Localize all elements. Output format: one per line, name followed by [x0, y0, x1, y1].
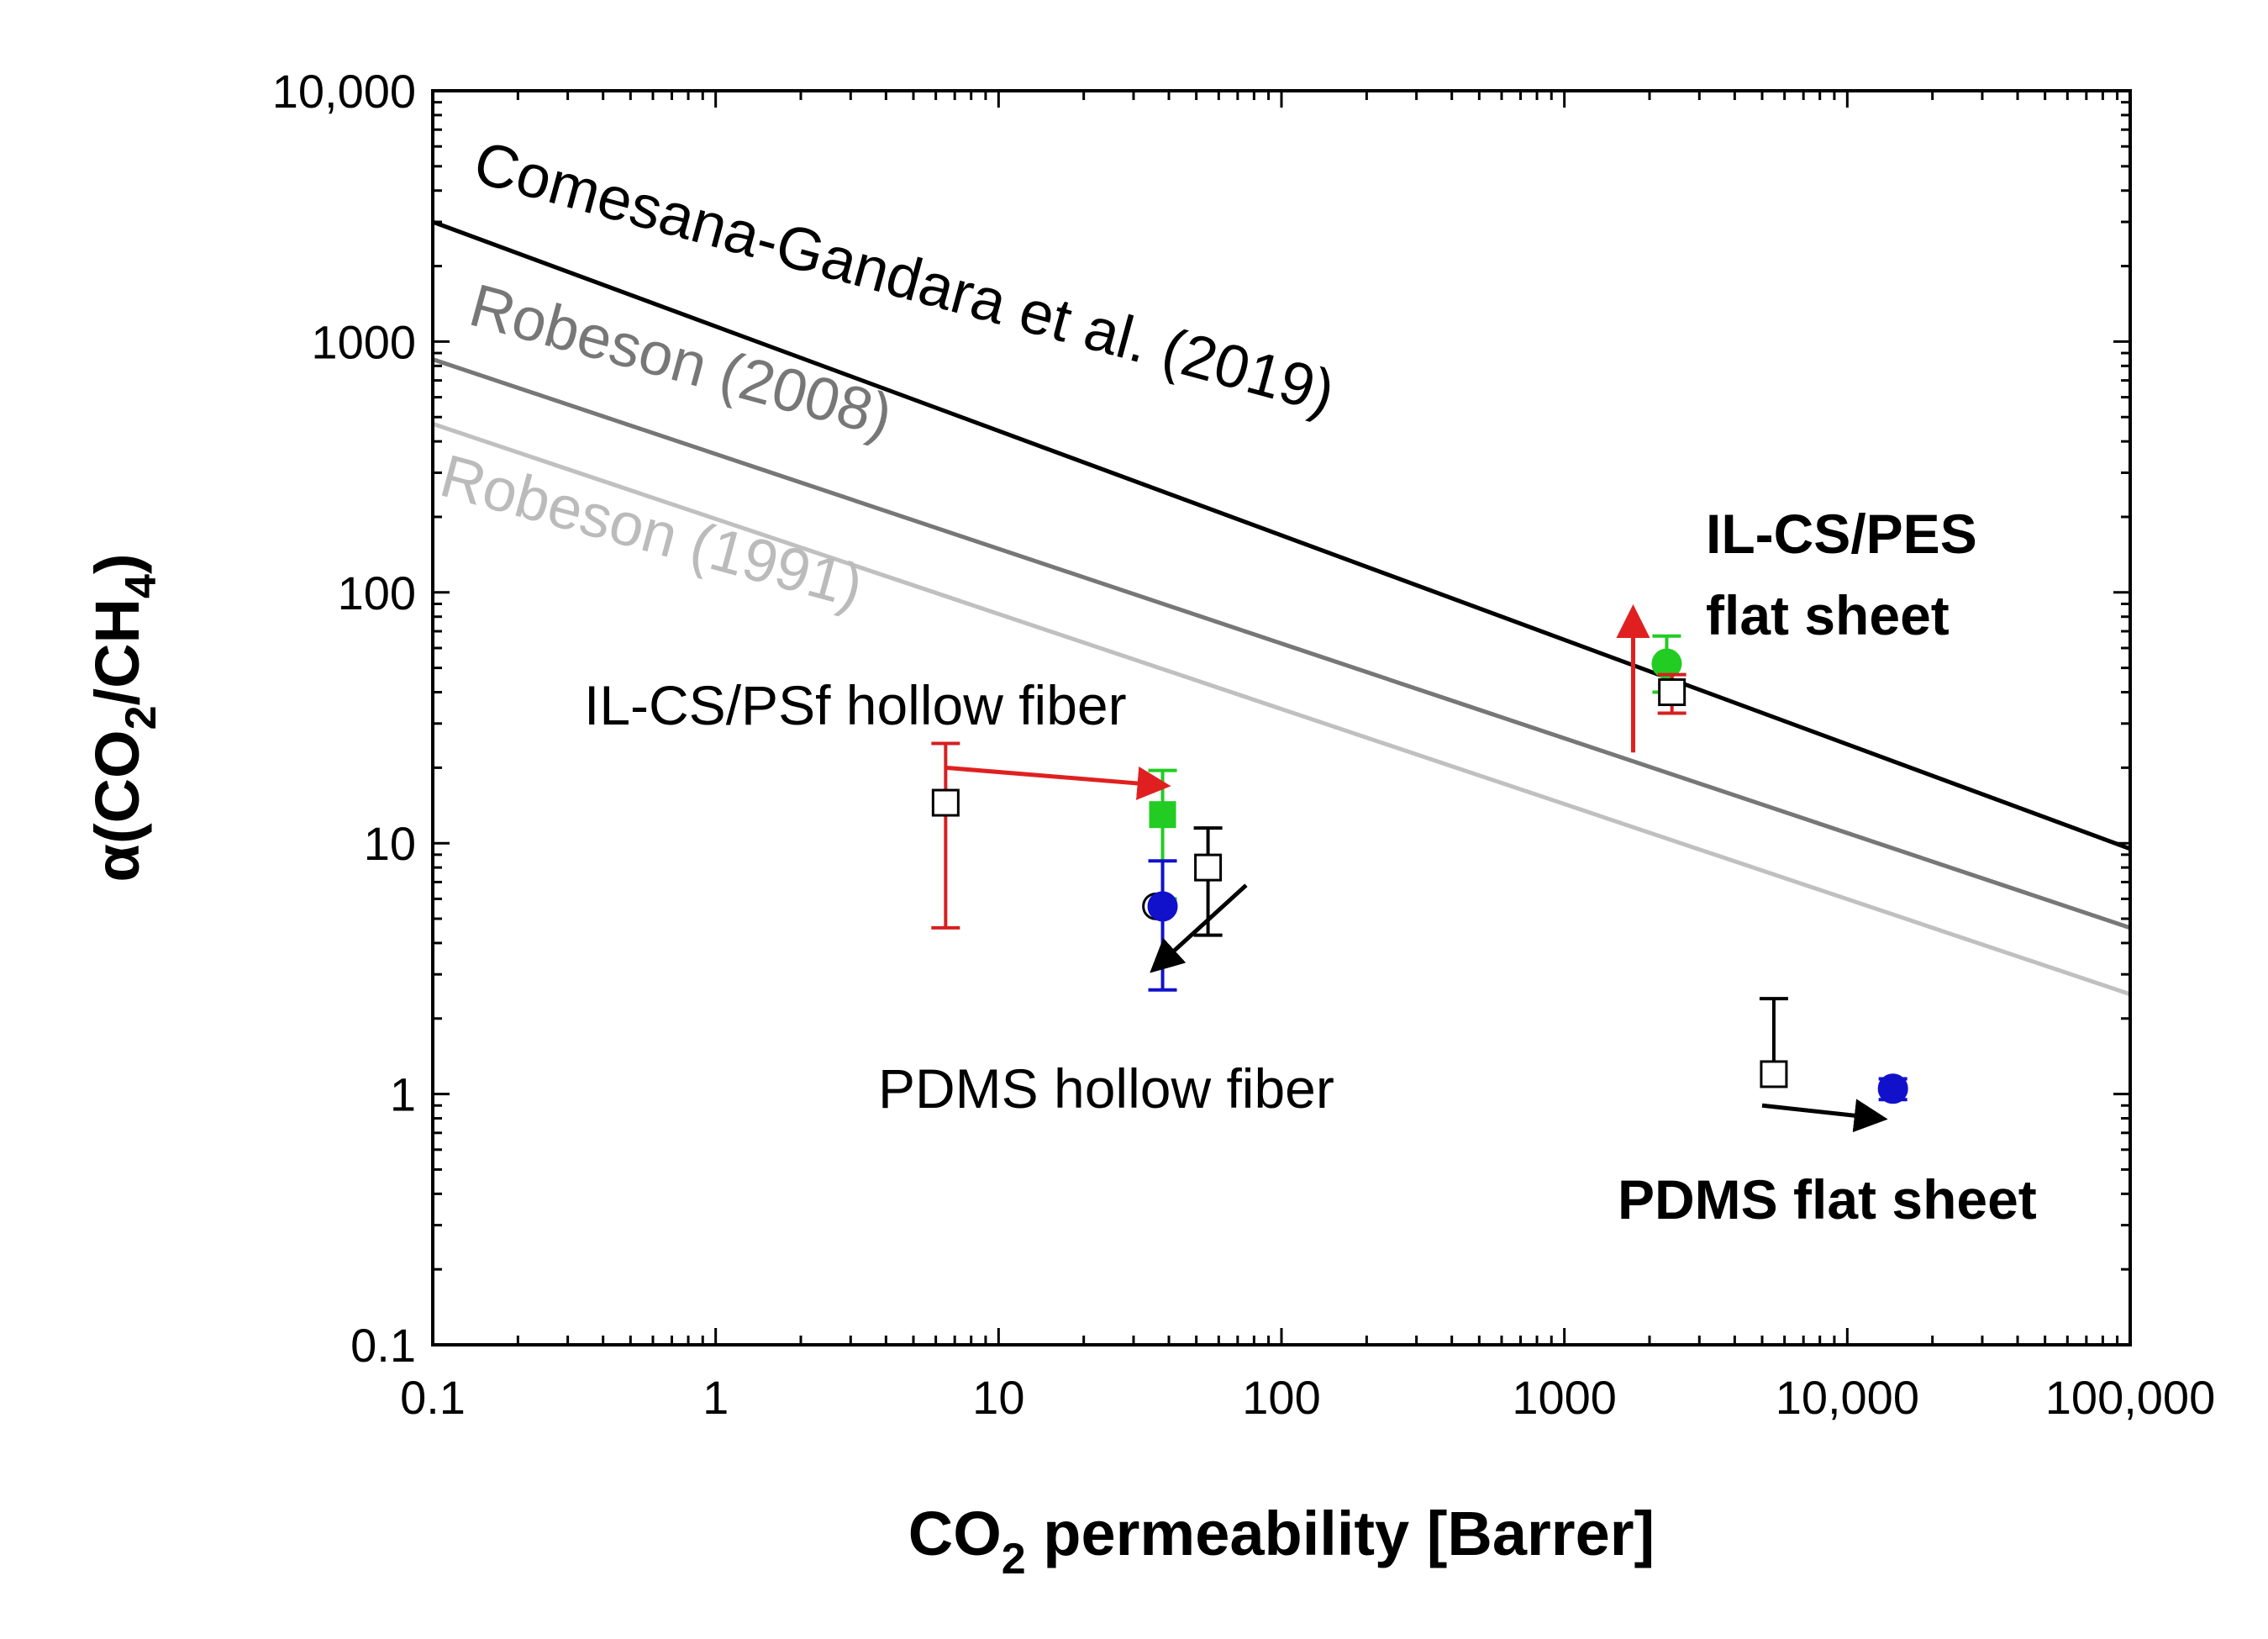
y-tick-label: 0.1 — [350, 1319, 416, 1372]
y-tick-label: 1000 — [311, 315, 416, 368]
data-point-4 — [1194, 853, 1223, 882]
trend-arrow-3 — [1761, 1099, 1888, 1133]
x-tick-label: 10 — [972, 1371, 1024, 1424]
data-point-7 — [1760, 1060, 1788, 1088]
y-tick-label: 10 — [364, 817, 416, 870]
trend-arrow-0 — [945, 765, 1171, 800]
x-tick-label: 0.1 — [400, 1371, 466, 1424]
upper-bound-line-1 — [432, 357, 2131, 930]
data-point-1 — [1149, 801, 1176, 829]
line-label-robeson-1991: Robeson (1991) — [434, 442, 870, 621]
data-point-3 — [1147, 891, 1178, 922]
y-tick-label: 100 — [338, 567, 416, 619]
y-axis-title: α(CO2/CH4) — [82, 553, 166, 882]
y-tick-label: 10,000 — [272, 65, 416, 118]
data-point-8 — [1877, 1073, 1908, 1104]
line-label-comesana: Comesana-Gandara et al. (2019) — [467, 129, 1342, 426]
data-point-5 — [1651, 648, 1682, 679]
group-label-flat-sheet: flat sheet — [1706, 584, 1950, 646]
trend-arrow-2 — [1150, 883, 1248, 973]
data-point-0 — [931, 788, 960, 817]
line-label-robeson-2008: Robeson (2008) — [463, 271, 899, 451]
group-label-il-cs-pes: IL-CS/PES — [1706, 503, 1977, 565]
group-label-il-cs-psf-hollow-fiber: IL-CS/PSf hollow fiber — [584, 674, 1127, 736]
x-tick-label: 1000 — [1512, 1371, 1617, 1424]
upper-bound-line-0 — [432, 219, 2131, 851]
data-point-6 — [1658, 678, 1687, 707]
group-label-pdms-flat-sheet: PDMS flat sheet — [1618, 1168, 2037, 1231]
x-tick-label: 1 — [703, 1371, 729, 1424]
group-label-pdms-hollow-fiber: PDMS hollow fiber — [878, 1057, 1334, 1120]
x-axis-title: CO2 permeability [Barrer] — [908, 1499, 1655, 1584]
upper-bound-line-2 — [432, 421, 2131, 997]
x-tick-label: 100 — [1242, 1371, 1320, 1424]
y-tick-label: 1 — [390, 1068, 416, 1121]
x-tick-label: 100,000 — [2045, 1371, 2215, 1424]
x-tick-label: 10,000 — [1776, 1371, 1919, 1424]
